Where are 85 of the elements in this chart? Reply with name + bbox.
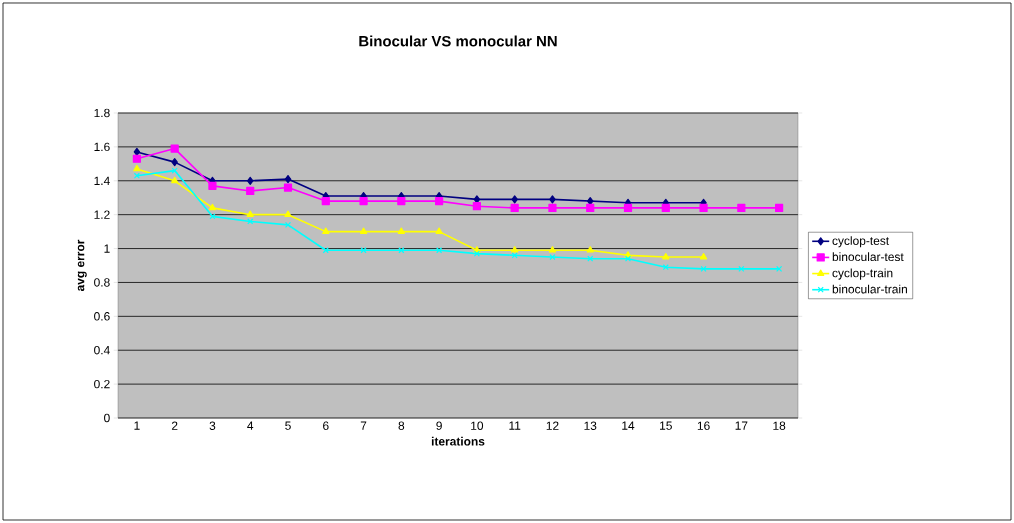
point: [549, 195, 556, 204]
y-tick-label: 0: [104, 413, 110, 423]
point: [473, 250, 480, 257]
point: [511, 195, 518, 204]
x-axis-title: iterations: [431, 436, 485, 446]
point: [398, 247, 405, 254]
point: [133, 172, 140, 179]
point: [283, 183, 293, 192]
point: [284, 221, 292, 228]
point: [436, 247, 443, 254]
x-tick-label: 7: [360, 421, 367, 430]
point: [775, 203, 784, 212]
y-tick-label: 1: [104, 244, 110, 253]
point: [662, 252, 670, 260]
x-tick-label: 18: [773, 421, 786, 430]
x-tick-label: 15: [660, 421, 672, 430]
point: [397, 197, 406, 206]
point: [700, 265, 707, 272]
x-tick-label: 14: [622, 421, 635, 430]
point: [360, 247, 367, 254]
point: [322, 227, 330, 234]
y-tick-label: 0.6: [94, 312, 110, 321]
legend-label: binocular-test: [832, 252, 904, 262]
legend-label: binocular-train: [832, 284, 907, 294]
y-tick-label: 0.4: [94, 345, 110, 355]
x-tick-label: 4: [247, 421, 254, 430]
x-tick-label: 6: [323, 421, 329, 430]
legend-label: cyclop-train: [832, 268, 893, 280]
point: [548, 246, 557, 253]
x-tick-label: 5: [285, 421, 291, 430]
point: [133, 164, 141, 172]
point: [435, 197, 444, 206]
x-tick-label: 8: [398, 421, 405, 430]
point: [246, 186, 255, 196]
y-tick-label: 0.2: [94, 379, 110, 389]
y-tick-label: 1.2: [94, 210, 110, 219]
point: [246, 210, 254, 218]
point: [171, 158, 178, 167]
x-tick-label: 11: [509, 421, 521, 430]
point: [699, 252, 708, 260]
point: [170, 144, 179, 153]
point: [586, 203, 595, 212]
point: [359, 197, 368, 206]
point: [132, 154, 141, 163]
point: [247, 176, 254, 185]
y-tick-label: 1.6: [94, 142, 110, 152]
y-tick-label: 0.8: [94, 278, 110, 287]
point: [699, 203, 708, 212]
x-tick-label: 9: [436, 421, 442, 430]
y-axis-title: avg error: [77, 239, 87, 292]
point: [738, 265, 745, 272]
point: [247, 218, 254, 225]
chart-title: Binocular VS monocular NN: [359, 35, 557, 47]
point: [586, 246, 594, 253]
x-tick-label: 13: [584, 421, 597, 430]
x-tick-label: 2: [171, 421, 178, 430]
x-tick-label: 3: [209, 421, 216, 430]
point: [208, 181, 217, 190]
point: [737, 203, 746, 212]
point: [624, 255, 632, 262]
point: [397, 227, 405, 234]
point: [209, 213, 216, 220]
point: [472, 202, 481, 211]
point: [623, 203, 633, 212]
point: [510, 203, 519, 212]
point: [549, 253, 556, 261]
x-tick-label: 10: [471, 421, 484, 430]
point: [208, 203, 217, 211]
point: [511, 246, 519, 253]
point: [171, 176, 179, 184]
point: [321, 197, 330, 206]
x-tick-label: 1: [134, 421, 140, 430]
point: [284, 174, 292, 184]
point: [548, 203, 557, 212]
point: [133, 147, 141, 157]
x-tick-label: 12: [546, 421, 559, 430]
x-tick-label: 17: [735, 421, 748, 430]
point: [359, 227, 368, 234]
point: [284, 210, 292, 218]
x-tick-label: 16: [697, 421, 710, 430]
legend-label: cyclop-test: [832, 236, 890, 248]
point: [661, 203, 670, 212]
y-tick-label: 1.4: [94, 176, 110, 185]
y-tick-label: 1.8: [94, 108, 110, 118]
point: [435, 227, 443, 234]
